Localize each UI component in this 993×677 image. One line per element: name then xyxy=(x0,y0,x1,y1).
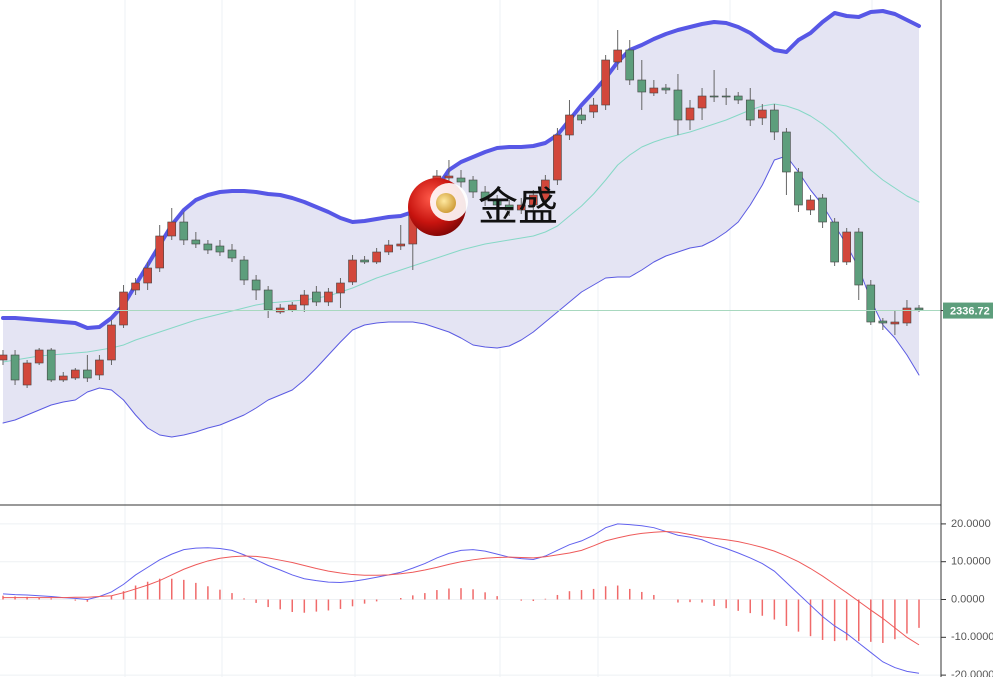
candle-body xyxy=(287,304,297,311)
band-line xyxy=(2,155,920,438)
y-tick-label: -20.0000 xyxy=(951,669,993,677)
candle-body xyxy=(577,114,586,121)
candle-body xyxy=(83,369,92,379)
candle-body xyxy=(215,245,225,253)
candle-body xyxy=(516,204,526,211)
candle-body xyxy=(601,59,610,106)
candle-body xyxy=(697,95,707,109)
candle-body xyxy=(914,307,924,311)
candle-body xyxy=(34,349,44,364)
candle-body xyxy=(360,259,369,263)
candle-body xyxy=(830,221,839,263)
macd-line xyxy=(2,523,920,674)
candle-body xyxy=(709,95,719,98)
candle-body xyxy=(878,320,888,324)
candle-body xyxy=(0,354,8,361)
candle-body xyxy=(203,243,213,251)
candle-body xyxy=(336,282,345,294)
candle-body xyxy=(239,259,249,281)
candle-body xyxy=(155,235,164,269)
candle-body xyxy=(649,87,659,94)
plot-layer xyxy=(0,9,941,676)
logo xyxy=(408,178,468,236)
candle-body xyxy=(492,199,502,206)
y-tick-label: 0.0000 xyxy=(951,593,985,605)
candle-body xyxy=(46,349,56,381)
candle-body xyxy=(372,251,381,263)
candle-body xyxy=(468,179,478,193)
candle-body xyxy=(504,204,514,211)
candle-body xyxy=(733,95,743,101)
y-tick-label: -10.0000 xyxy=(951,631,993,643)
candle-body xyxy=(227,249,237,259)
candle-body xyxy=(745,99,755,121)
candle-body xyxy=(263,289,273,311)
candle-body xyxy=(770,109,779,133)
candle-body xyxy=(818,197,827,223)
candle-body xyxy=(661,87,671,91)
candle-body xyxy=(251,279,261,291)
candle-body xyxy=(167,221,177,237)
band-line xyxy=(2,103,920,363)
candle-body xyxy=(312,291,321,303)
candle-body xyxy=(806,199,815,211)
candle-body xyxy=(444,175,454,179)
candle-body xyxy=(685,107,695,121)
y-tick-label: 10.0000 xyxy=(951,556,991,568)
candle-body xyxy=(71,369,80,379)
candle-body xyxy=(348,259,357,283)
candle-body xyxy=(782,131,791,173)
candle-body xyxy=(721,95,731,98)
candle-body xyxy=(275,307,285,313)
y-tick-label: 20.0000 xyxy=(951,518,991,530)
candle-body xyxy=(541,179,550,201)
candle-body xyxy=(842,231,851,263)
candle-body xyxy=(456,177,466,183)
candle-body xyxy=(300,294,309,306)
candle-body xyxy=(58,375,68,381)
candle-body xyxy=(95,359,104,376)
candle-body xyxy=(131,282,140,291)
candle-body xyxy=(758,109,767,119)
candle-body xyxy=(324,291,333,303)
candle-body xyxy=(625,49,635,81)
candle-body xyxy=(480,191,490,201)
candle-body xyxy=(529,194,538,206)
candle-body xyxy=(191,239,201,245)
candle-body xyxy=(673,89,683,121)
macd-line xyxy=(3,530,920,646)
logo-gold xyxy=(436,193,456,213)
candle-body xyxy=(22,362,32,386)
last-price-tag xyxy=(943,302,993,319)
last-price-label: 2336.72 xyxy=(950,305,990,317)
candle-body xyxy=(10,354,20,381)
candle-body xyxy=(143,267,152,284)
watermark: 金盛 xyxy=(478,184,558,230)
candle-body xyxy=(384,244,393,253)
candle-body xyxy=(179,221,189,241)
candle-body xyxy=(553,134,562,181)
candle-body xyxy=(794,171,803,206)
candle-body xyxy=(589,104,598,113)
candle-body xyxy=(565,114,574,136)
candle-body xyxy=(613,49,622,63)
candle-body xyxy=(902,307,912,324)
candle-body xyxy=(396,243,406,247)
candle-body xyxy=(866,284,876,323)
candle-body xyxy=(107,324,116,361)
candle-body xyxy=(119,291,128,326)
band-fill xyxy=(3,11,919,437)
candle-body xyxy=(637,79,647,93)
candle-body xyxy=(854,231,864,286)
candle-body xyxy=(890,321,900,325)
